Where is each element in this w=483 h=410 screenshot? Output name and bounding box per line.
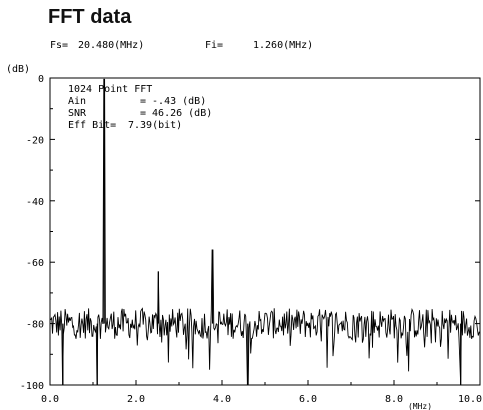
x-tick-label: 6.0 xyxy=(299,394,317,405)
chart-title: FFT data xyxy=(48,6,132,28)
stat-eff-value: 7.39(bit) xyxy=(128,120,182,131)
x-tick-label: 2.0 xyxy=(127,394,145,405)
stat-snr-value: = 46.26 (dB) xyxy=(140,108,212,119)
x-tick-label: 0.0 xyxy=(41,394,59,405)
x-axis-label: (MHz) xyxy=(408,402,432,410)
stat-points: 1024 Point FFT xyxy=(68,84,152,95)
fs-label: Fs= xyxy=(50,40,68,51)
y-tick-label: -100 xyxy=(20,381,44,392)
x-tick-label: 4.0 xyxy=(213,394,231,405)
y-tick-label: -80 xyxy=(26,320,44,331)
y-tick-label: -20 xyxy=(26,135,44,146)
stat-ain-label: Ain xyxy=(68,96,86,107)
stat-snr-label: SNR xyxy=(68,108,87,119)
x-tick-label: 10.0 xyxy=(458,394,482,405)
y-axis-label: (dB) xyxy=(6,64,30,75)
fs-value: 20.480(MHz) xyxy=(78,40,144,51)
fi-value: 1.260(MHz) xyxy=(253,40,313,51)
spectrum-trace xyxy=(49,78,480,386)
y-tick-label: 0 xyxy=(38,74,44,85)
fi-label: Fi= xyxy=(205,40,223,51)
y-tick-label: -60 xyxy=(26,258,44,269)
y-tick-label: -40 xyxy=(26,197,44,208)
x-tick-label: 8.0 xyxy=(385,394,403,405)
stat-eff-label: Eff Bit= xyxy=(68,120,116,131)
stat-ain-value: = -.43 (dB) xyxy=(140,96,206,107)
